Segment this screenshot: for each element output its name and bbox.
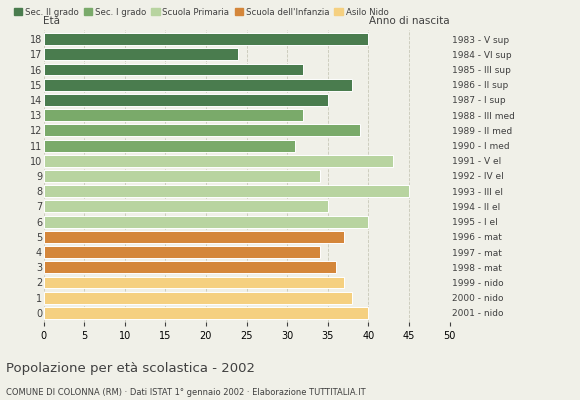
Bar xyxy=(44,185,409,197)
Bar xyxy=(44,140,295,152)
Bar xyxy=(44,246,320,258)
Bar xyxy=(44,261,336,273)
Bar xyxy=(44,276,344,288)
Bar xyxy=(44,170,320,182)
Bar xyxy=(44,307,368,319)
Bar xyxy=(44,124,360,136)
Text: Popolazione per età scolastica - 2002: Popolazione per età scolastica - 2002 xyxy=(6,362,255,375)
Bar xyxy=(44,33,368,45)
Text: Anno di nascita: Anno di nascita xyxy=(369,16,450,26)
Bar xyxy=(44,200,328,212)
Bar xyxy=(44,155,393,167)
Bar xyxy=(44,292,352,304)
Bar xyxy=(44,216,368,228)
Bar xyxy=(44,64,303,76)
Bar xyxy=(44,109,303,121)
Bar xyxy=(44,79,352,91)
Text: Età: Età xyxy=(44,16,60,26)
Legend: Sec. II grado, Sec. I grado, Scuola Primaria, Scuola dell'Infanzia, Asilo Nido: Sec. II grado, Sec. I grado, Scuola Prim… xyxy=(10,4,392,20)
Bar xyxy=(44,48,238,60)
Bar xyxy=(44,94,328,106)
Text: COMUNE DI COLONNA (RM) · Dati ISTAT 1° gennaio 2002 · Elaborazione TUTTITALIA.IT: COMUNE DI COLONNA (RM) · Dati ISTAT 1° g… xyxy=(6,388,365,397)
Bar xyxy=(44,231,344,243)
